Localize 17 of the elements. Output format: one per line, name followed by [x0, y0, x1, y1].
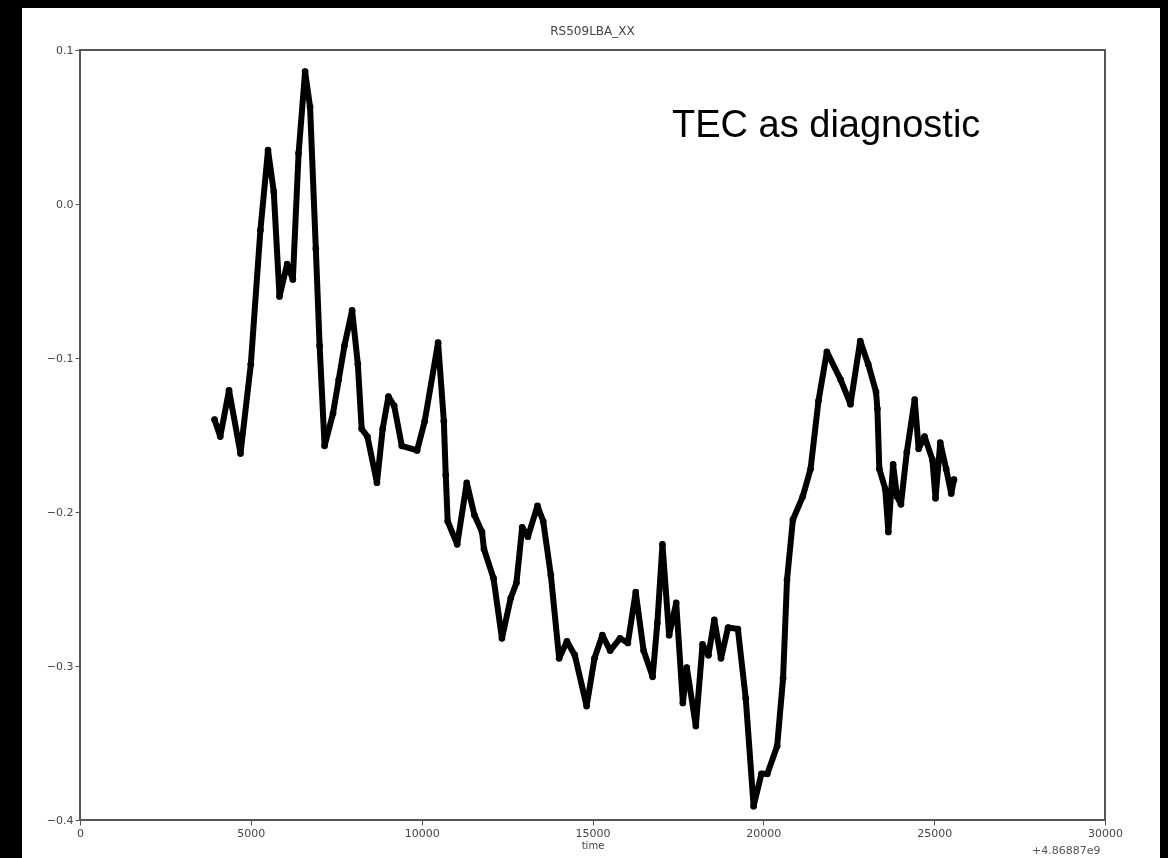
- annotation: TEC as diagnostic: [672, 103, 981, 146]
- x-tick-label: 25000: [917, 826, 953, 840]
- y-tick-label: 0.0: [56, 197, 74, 211]
- x-tick-label: 0: [77, 826, 84, 840]
- y-tick-label: −0.1: [46, 351, 74, 365]
- chart-title: RS509LBA_XX: [550, 24, 635, 38]
- y-tick-label: −0.4: [46, 813, 74, 827]
- x-tick-label: 15000: [575, 826, 611, 840]
- y-tick-label: −0.3: [46, 659, 74, 673]
- x-tick-label: 30000: [1088, 826, 1123, 840]
- x-axis-title: time: [581, 839, 605, 851]
- x-tick-label: 10000: [404, 826, 440, 840]
- x-tick-label: 5000: [237, 826, 266, 840]
- y-tick-label: −0.2: [46, 505, 74, 519]
- y-tick-label: 0.1: [56, 43, 74, 57]
- x-tick-label: 20000: [746, 826, 782, 840]
- text: +4.86887e9: [1032, 844, 1101, 857]
